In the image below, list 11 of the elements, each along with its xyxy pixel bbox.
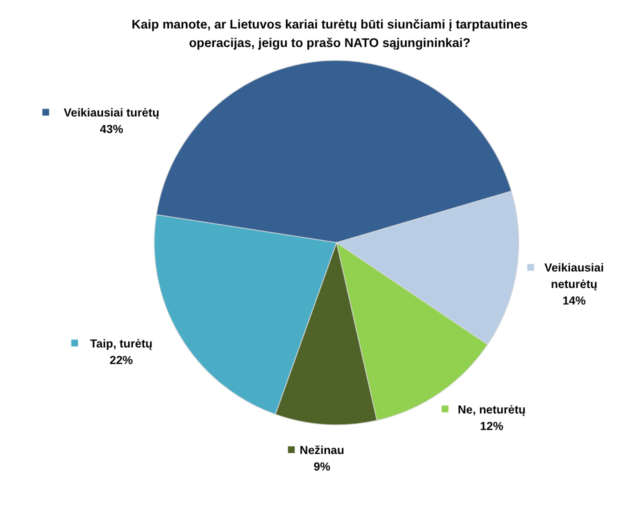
data-label: 12%: [480, 420, 504, 433]
data-label: 14%: [562, 294, 586, 308]
data-label: 43%: [100, 123, 124, 136]
chart-title: Kaip manote, ar Lietuvos kariai turėtų būti siunčiami į tarptautines operacijas, jeigu to prašo NATO sąjungininkai?: [132, 17, 528, 50]
legend-label: Ne, neturėtų: [458, 403, 526, 416]
legend-label: Veikiausiai neturėtų: [544, 262, 604, 292]
legend-label: Veikiausiai turėtų: [64, 106, 160, 120]
legend-label: Taip, turėtų: [90, 337, 152, 350]
data-label: 22%: [110, 354, 134, 367]
data-label: 9%: [314, 460, 332, 474]
legend-label: Nežinau: [300, 444, 344, 458]
